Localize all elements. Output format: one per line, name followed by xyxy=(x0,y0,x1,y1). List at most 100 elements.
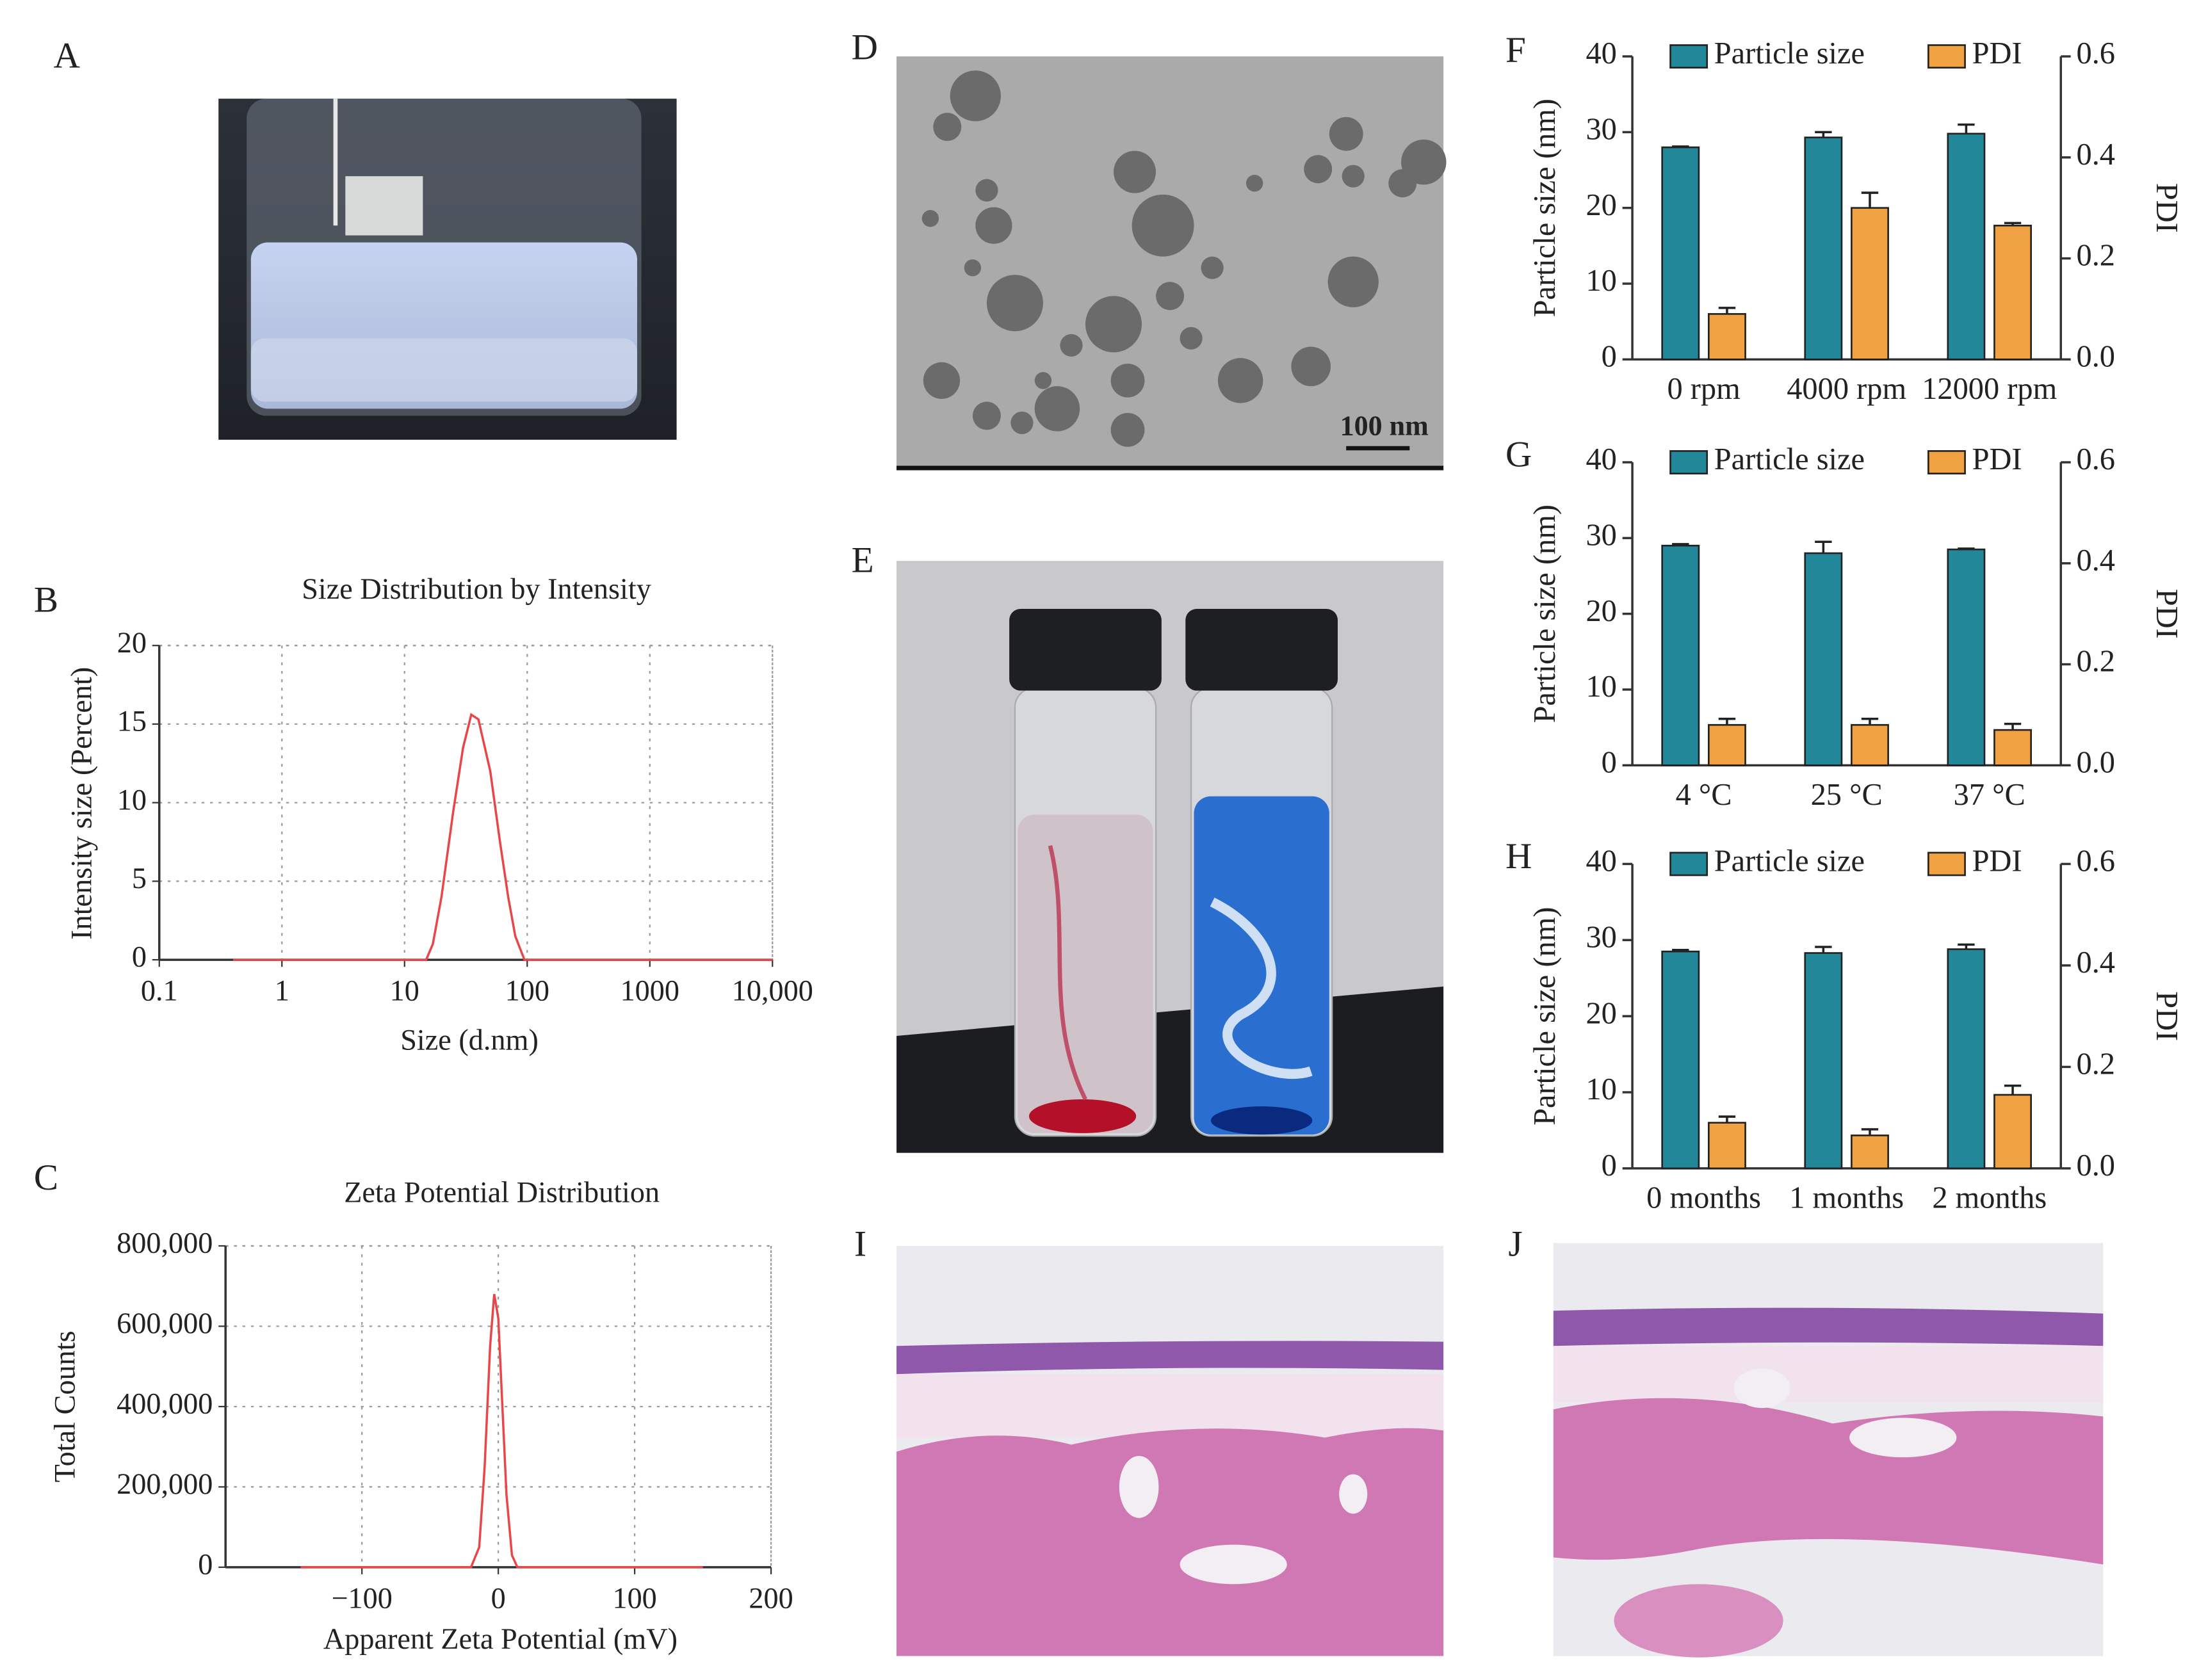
error-bar xyxy=(1861,718,1879,725)
chart: Zeta Potential Distribution Apparent Zeta… xyxy=(48,1175,793,1655)
y2-tick-label: 0.0 xyxy=(2076,745,2115,779)
error-bar xyxy=(2004,722,2022,731)
chart: Particle size (nm) PDI 0 10 20 30 40 0.0 0.2 0.4 0… xyxy=(1528,844,2184,1215)
photo-tem-shape xyxy=(921,210,939,227)
y2-tick-label: 0.4 xyxy=(2076,946,2115,980)
x-tick-label: 0 rpm xyxy=(1667,372,1740,406)
y-tick-label: 0 xyxy=(198,1547,213,1580)
panel-label: A xyxy=(54,36,80,76)
chart-title: Size Distribution by Intensity xyxy=(302,572,651,605)
x-tick-label: 100 xyxy=(505,974,549,1007)
photo-tem-shape xyxy=(1010,411,1034,435)
error-bar xyxy=(1718,718,1736,725)
error-bar xyxy=(1958,123,1975,134)
y-axis-label: Particle size (nm) xyxy=(1528,907,1562,1125)
error-bar xyxy=(1672,948,1689,952)
error-bar xyxy=(1672,543,1689,546)
bar xyxy=(1707,723,1746,766)
x-tick-label: 0 xyxy=(491,1581,506,1614)
chart: Particle size (nm) PDI 0 10 20 30 40 0.0 0.2 0.4 0… xyxy=(1528,442,2184,812)
y-tick-label: 40 xyxy=(1586,844,1616,878)
photo-histology-i-shape xyxy=(897,1374,1444,1438)
legend-swatch xyxy=(1669,852,1708,876)
photo-tem-shape xyxy=(964,259,982,277)
legend-label: PDI xyxy=(1972,36,2022,70)
x-tick-label: 2 months xyxy=(1932,1181,2047,1215)
photo-vials xyxy=(897,561,1444,1153)
error-bar xyxy=(2004,222,2022,226)
photo-vials-shape xyxy=(1048,845,1087,1101)
y-axis-label: Intensity size (Percent) xyxy=(65,667,98,940)
photo-histology-i-shape xyxy=(897,1341,1444,1375)
y-tick-label: 10 xyxy=(117,783,147,816)
error-bar xyxy=(1815,131,1832,138)
y-tick-label: 0 xyxy=(1602,1149,1617,1183)
data-line xyxy=(300,1293,703,1569)
photo-tem-shape xyxy=(972,401,1001,430)
y-axis-label: Particle size (nm) xyxy=(1528,505,1562,723)
legend-label: Particle size xyxy=(1714,844,1865,878)
x-tick-label: −100 xyxy=(331,1581,392,1614)
y2-tick-label: 0.2 xyxy=(2076,239,2115,273)
photo-histology-i xyxy=(897,1245,1444,1656)
y-tick-label: 20 xyxy=(1586,594,1616,628)
bar xyxy=(1707,313,1746,360)
x-tick-label: 200 xyxy=(749,1581,793,1614)
x-tick-label: 12000 rpm xyxy=(1922,372,2057,406)
y-tick-label: 0 xyxy=(132,941,147,973)
panel-label: G xyxy=(1505,435,1532,475)
photo-tem-shape xyxy=(1034,386,1080,432)
panel-label: C xyxy=(34,1158,58,1198)
panel-label: I xyxy=(854,1224,866,1264)
error-bar xyxy=(1815,946,1832,953)
error-bar xyxy=(1718,1115,1736,1123)
y-tick-label: 20 xyxy=(1586,188,1616,222)
bar xyxy=(1661,146,1700,360)
y2-axis-label: PDI xyxy=(2150,991,2184,1041)
photo-tem: 100 nm xyxy=(897,56,1447,471)
photo-tem-shape xyxy=(1217,358,1263,403)
bar xyxy=(1851,723,1889,766)
x-tick-label: 4 °C xyxy=(1676,778,1732,812)
photo-histology-i-shape xyxy=(1339,1474,1368,1514)
photo-tem-shape xyxy=(1401,139,1447,185)
y-tick-label: 20 xyxy=(117,626,147,659)
photo-tem-shape xyxy=(923,362,961,399)
bar xyxy=(1993,729,2033,766)
y-tick-label: 600,000 xyxy=(117,1307,213,1339)
y2-tick-label: 0.2 xyxy=(2076,1047,2115,1081)
legend-label: Particle size xyxy=(1714,36,1865,70)
photo-tem-shape xyxy=(1246,174,1263,192)
panel-label: E xyxy=(852,540,874,581)
legend-swatch xyxy=(1927,852,1966,876)
legend-swatch xyxy=(1927,44,1966,69)
y-axis-label: Particle size (nm) xyxy=(1528,99,1562,317)
bar xyxy=(1947,133,1986,360)
photo-tem-shape xyxy=(975,179,998,202)
panel-label: D xyxy=(852,27,878,67)
y-tick-label: 15 xyxy=(117,705,147,738)
y2-axis-label: PDI xyxy=(2150,589,2184,639)
y2-tick-label: 0.0 xyxy=(2076,1149,2115,1183)
photo-beaker-shape xyxy=(345,176,423,236)
chart: Particle size (nm) PDI 0 10 20 30 40 0.0 0.2 0.4 0… xyxy=(1528,36,2184,406)
legend-label: Particle size xyxy=(1714,442,1865,476)
legend-label: PDI xyxy=(1972,844,2022,878)
y-tick-label: 800,000 xyxy=(117,1227,213,1259)
legend-swatch xyxy=(1927,450,1966,474)
x-tick-label: 37 °C xyxy=(1954,778,2025,812)
photo-histology-j-shape xyxy=(1553,1346,2104,1403)
error-bar xyxy=(1958,943,1975,949)
y-tick-label: 0 xyxy=(1602,745,1617,779)
x-tick-label: 1 xyxy=(275,974,289,1007)
bar xyxy=(1993,225,2033,360)
bar xyxy=(1804,552,1843,766)
y2-axis-label: PDI xyxy=(2150,183,2184,233)
panel-label: B xyxy=(34,579,58,620)
photo-vials-shape xyxy=(1210,897,1313,1079)
y-tick-label: 400,000 xyxy=(117,1387,213,1420)
photo-tem-shape xyxy=(1201,256,1224,279)
bar xyxy=(1993,1094,2033,1170)
photo-tem-shape xyxy=(1327,256,1379,307)
photo-tem-shape xyxy=(1034,372,1052,389)
